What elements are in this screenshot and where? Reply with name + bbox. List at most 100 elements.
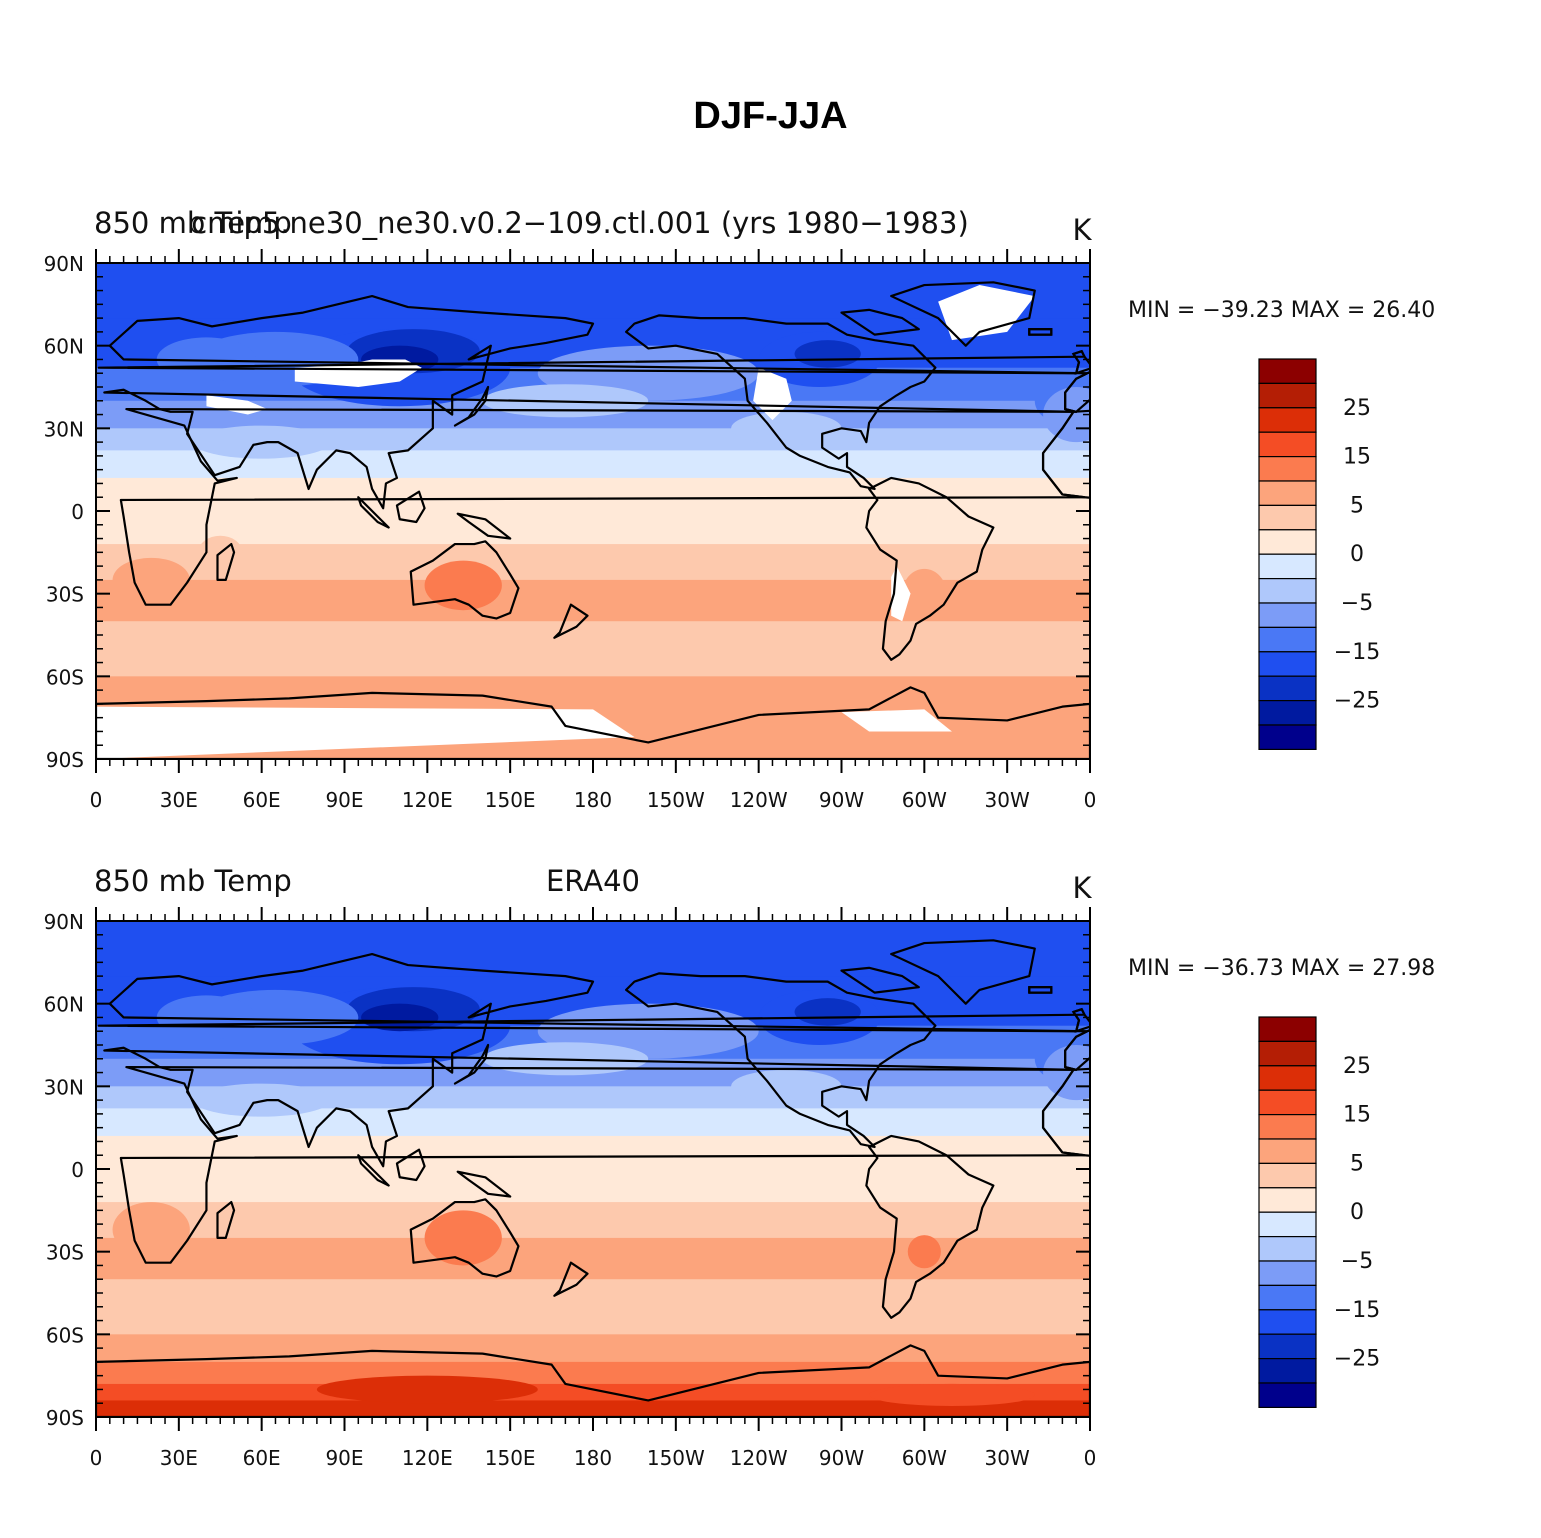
colorbar-box xyxy=(1258,626,1317,653)
lon-tick-label: 60E xyxy=(243,1446,281,1470)
lat-tick-label: 30S xyxy=(46,1241,84,1265)
lon-tick-label: 90E xyxy=(325,788,363,812)
colorbar-box xyxy=(1258,675,1317,702)
lon-tick-label: 150E xyxy=(485,1446,536,1470)
lat-tick-label: 90S xyxy=(46,748,84,772)
coastline-greenland xyxy=(890,281,1036,347)
temp-anomaly-region xyxy=(361,1003,439,1032)
lon-tick-label: 120E xyxy=(402,1446,453,1470)
coastline-namerica xyxy=(625,314,937,491)
lon-tick-label: 150E xyxy=(485,788,536,812)
lon-tick-label: 0 xyxy=(1084,788,1097,812)
lon-tick-label: 150W xyxy=(647,1446,705,1470)
coastline-eurasia xyxy=(103,294,1089,510)
lat-tick-label: 30N xyxy=(44,417,84,441)
temp-anomaly-region xyxy=(794,340,861,368)
lon-tick-label: 0 xyxy=(1084,1446,1097,1470)
colorbar-box xyxy=(1258,480,1317,506)
colorbar-box xyxy=(1258,1187,1317,1213)
temp-band xyxy=(96,1202,1090,1239)
colorbar-box xyxy=(1258,553,1317,580)
temp-band xyxy=(96,1182,1090,1204)
lat-tick-label: 60S xyxy=(46,1323,84,1347)
map-field xyxy=(96,263,1090,759)
coastline-greenland xyxy=(890,939,1036,1005)
coastline-newzealand xyxy=(553,1261,589,1297)
colorbar-box xyxy=(1258,1333,1317,1360)
lon-tick-label: 60W xyxy=(902,1446,947,1470)
colorbar-label: 0 xyxy=(1350,1200,1364,1225)
coastline-japan xyxy=(453,385,490,427)
temp-anomaly-region xyxy=(156,337,257,382)
coastline-greatbritain-wrap xyxy=(1071,1007,1090,1033)
colorbar-label: −15 xyxy=(1334,1298,1380,1323)
colorbar-box xyxy=(1258,577,1317,604)
colorbar-box xyxy=(1258,1040,1317,1067)
colorbar-box xyxy=(1258,651,1317,677)
colorbar-box xyxy=(1258,529,1317,555)
colorbar: 25 15 5 0 −5 −15 −25 xyxy=(1258,358,1380,750)
temp-anomaly-region xyxy=(1043,1045,1090,1101)
temp-band xyxy=(96,654,1090,678)
temp-band xyxy=(96,1400,1090,1417)
panel-min-max: MIN = −36.73 MAX = 27.98 xyxy=(1128,956,1435,981)
temp-band xyxy=(96,544,1090,581)
lon-tick-label: 60E xyxy=(243,788,281,812)
coastline-baffin xyxy=(840,308,920,336)
temp-anomaly-region xyxy=(112,1202,190,1258)
temp-band xyxy=(96,428,1090,452)
lat-tick-label: 30N xyxy=(44,1075,84,1099)
colorbar-label: 5 xyxy=(1350,493,1364,518)
coastline-samerica xyxy=(865,476,995,661)
lon-tick-label: 30W xyxy=(985,788,1030,812)
colorbar-box xyxy=(1258,431,1317,458)
colorbar-box xyxy=(1258,1235,1317,1262)
colorbar-label: 0 xyxy=(1350,542,1364,567)
colorbar-box xyxy=(1258,382,1317,409)
colorbar-box xyxy=(1258,1162,1317,1189)
coastline-antarctica xyxy=(96,1344,1090,1417)
lon-tick-label: 120W xyxy=(730,1446,788,1470)
temp-band xyxy=(96,477,1090,526)
colorbar-box xyxy=(1258,1211,1317,1238)
temp-anomaly-region xyxy=(156,995,257,1040)
coastline-australia xyxy=(409,1198,520,1278)
coastline-madagascar xyxy=(216,1200,236,1239)
colorbar-box xyxy=(1258,1309,1317,1335)
colorbar-box xyxy=(1258,1357,1317,1384)
lat-tick-label: 30S xyxy=(46,583,84,607)
panel-left-label: 850 mb Temp xyxy=(94,206,292,240)
colorbar-box xyxy=(1258,456,1317,482)
lon-tick-label: 90W xyxy=(819,788,864,812)
lon-tick-label: 30E xyxy=(160,788,198,812)
lon-tick-label: 60W xyxy=(902,788,947,812)
colorbar: 25 15 5 0 −5 −15 −25 xyxy=(1258,1016,1380,1408)
lon-tick-label: 30E xyxy=(160,1446,198,1470)
lat-tick-label: 60N xyxy=(44,335,84,359)
coastline-baffin xyxy=(840,966,920,994)
temp-anomaly-region xyxy=(794,998,861,1026)
lat-tick-label: 90S xyxy=(46,1406,84,1430)
missing-data-region xyxy=(96,706,635,759)
coastline-iceland-wrap xyxy=(1028,328,1053,336)
coastline-australia xyxy=(409,540,520,620)
coastline-newguinea xyxy=(456,1170,512,1198)
panel-units: K xyxy=(1072,213,1092,247)
coastline-antarctica xyxy=(96,686,1090,759)
colorbar-box xyxy=(1258,1260,1317,1286)
colorbar-box xyxy=(1258,699,1317,726)
coastline-sumatra_borneo xyxy=(357,1154,390,1187)
lon-tick-label: 90W xyxy=(819,1446,864,1470)
lon-tick-label: 150W xyxy=(647,788,705,812)
colorbar-label: −5 xyxy=(1341,1249,1373,1274)
temp-anomaly-region xyxy=(424,560,502,611)
colorbar-box xyxy=(1258,1065,1317,1091)
temp-band xyxy=(96,263,1090,320)
temp-band xyxy=(96,921,1090,978)
colorbar-box xyxy=(1258,1138,1317,1164)
temp-anomaly-region xyxy=(869,1383,1035,1406)
colorbar-box xyxy=(1258,602,1317,628)
